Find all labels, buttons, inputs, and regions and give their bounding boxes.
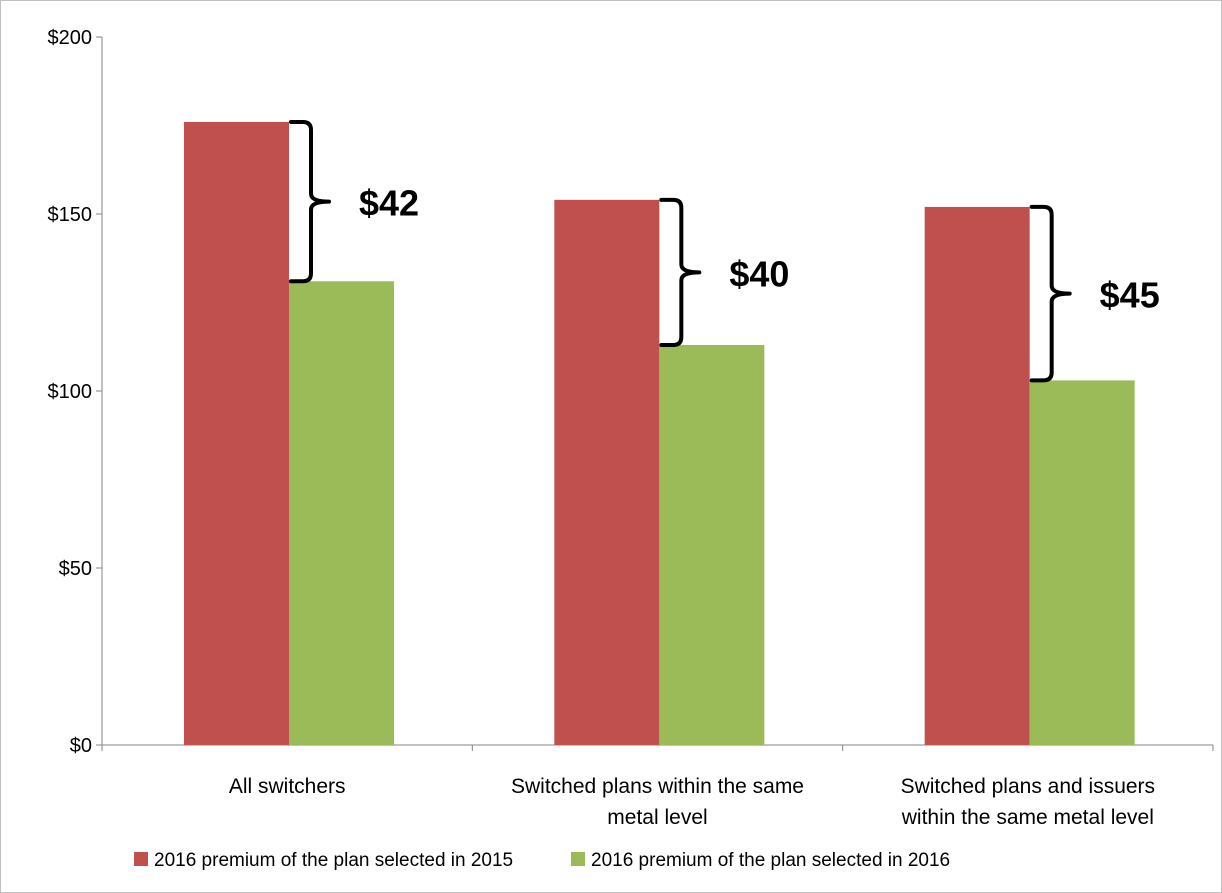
category-label: Switched plans and issuers <box>901 775 1155 798</box>
legend-swatch <box>571 852 585 866</box>
difference-label: $45 <box>1100 275 1160 316</box>
legend-label: 2016 premium of the plan selected in 201… <box>591 850 950 871</box>
y-tick-label: $150 <box>48 204 93 226</box>
y-tick-label: $0 <box>70 735 92 757</box>
y-tick-label: $200 <box>48 27 93 49</box>
legend-label: 2016 premium of the plan selected in 201… <box>154 850 513 871</box>
bar-plan-2016 <box>1029 380 1135 745</box>
legend-swatch <box>134 852 148 866</box>
difference-bracket <box>289 119 331 284</box>
bar-plan-2015 <box>554 199 660 746</box>
bar-plan-2016 <box>659 344 765 745</box>
category-label: Switched plans within the same <box>511 775 804 798</box>
bar-plan-2016 <box>289 281 394 745</box>
difference-label: $42 <box>359 183 419 224</box>
y-tick-label: $100 <box>48 381 93 403</box>
y-tick-label: $50 <box>59 558 92 580</box>
bar-plan-2015 <box>924 206 1030 746</box>
difference-bracket <box>659 197 702 347</box>
category-label: metal level <box>607 806 707 829</box>
difference-bracket <box>1029 204 1072 383</box>
category-label: within the same metal level <box>901 806 1154 829</box>
difference-label: $40 <box>729 253 789 294</box>
bar-plan-2015 <box>184 121 289 745</box>
category-label: All switchers <box>229 775 346 798</box>
